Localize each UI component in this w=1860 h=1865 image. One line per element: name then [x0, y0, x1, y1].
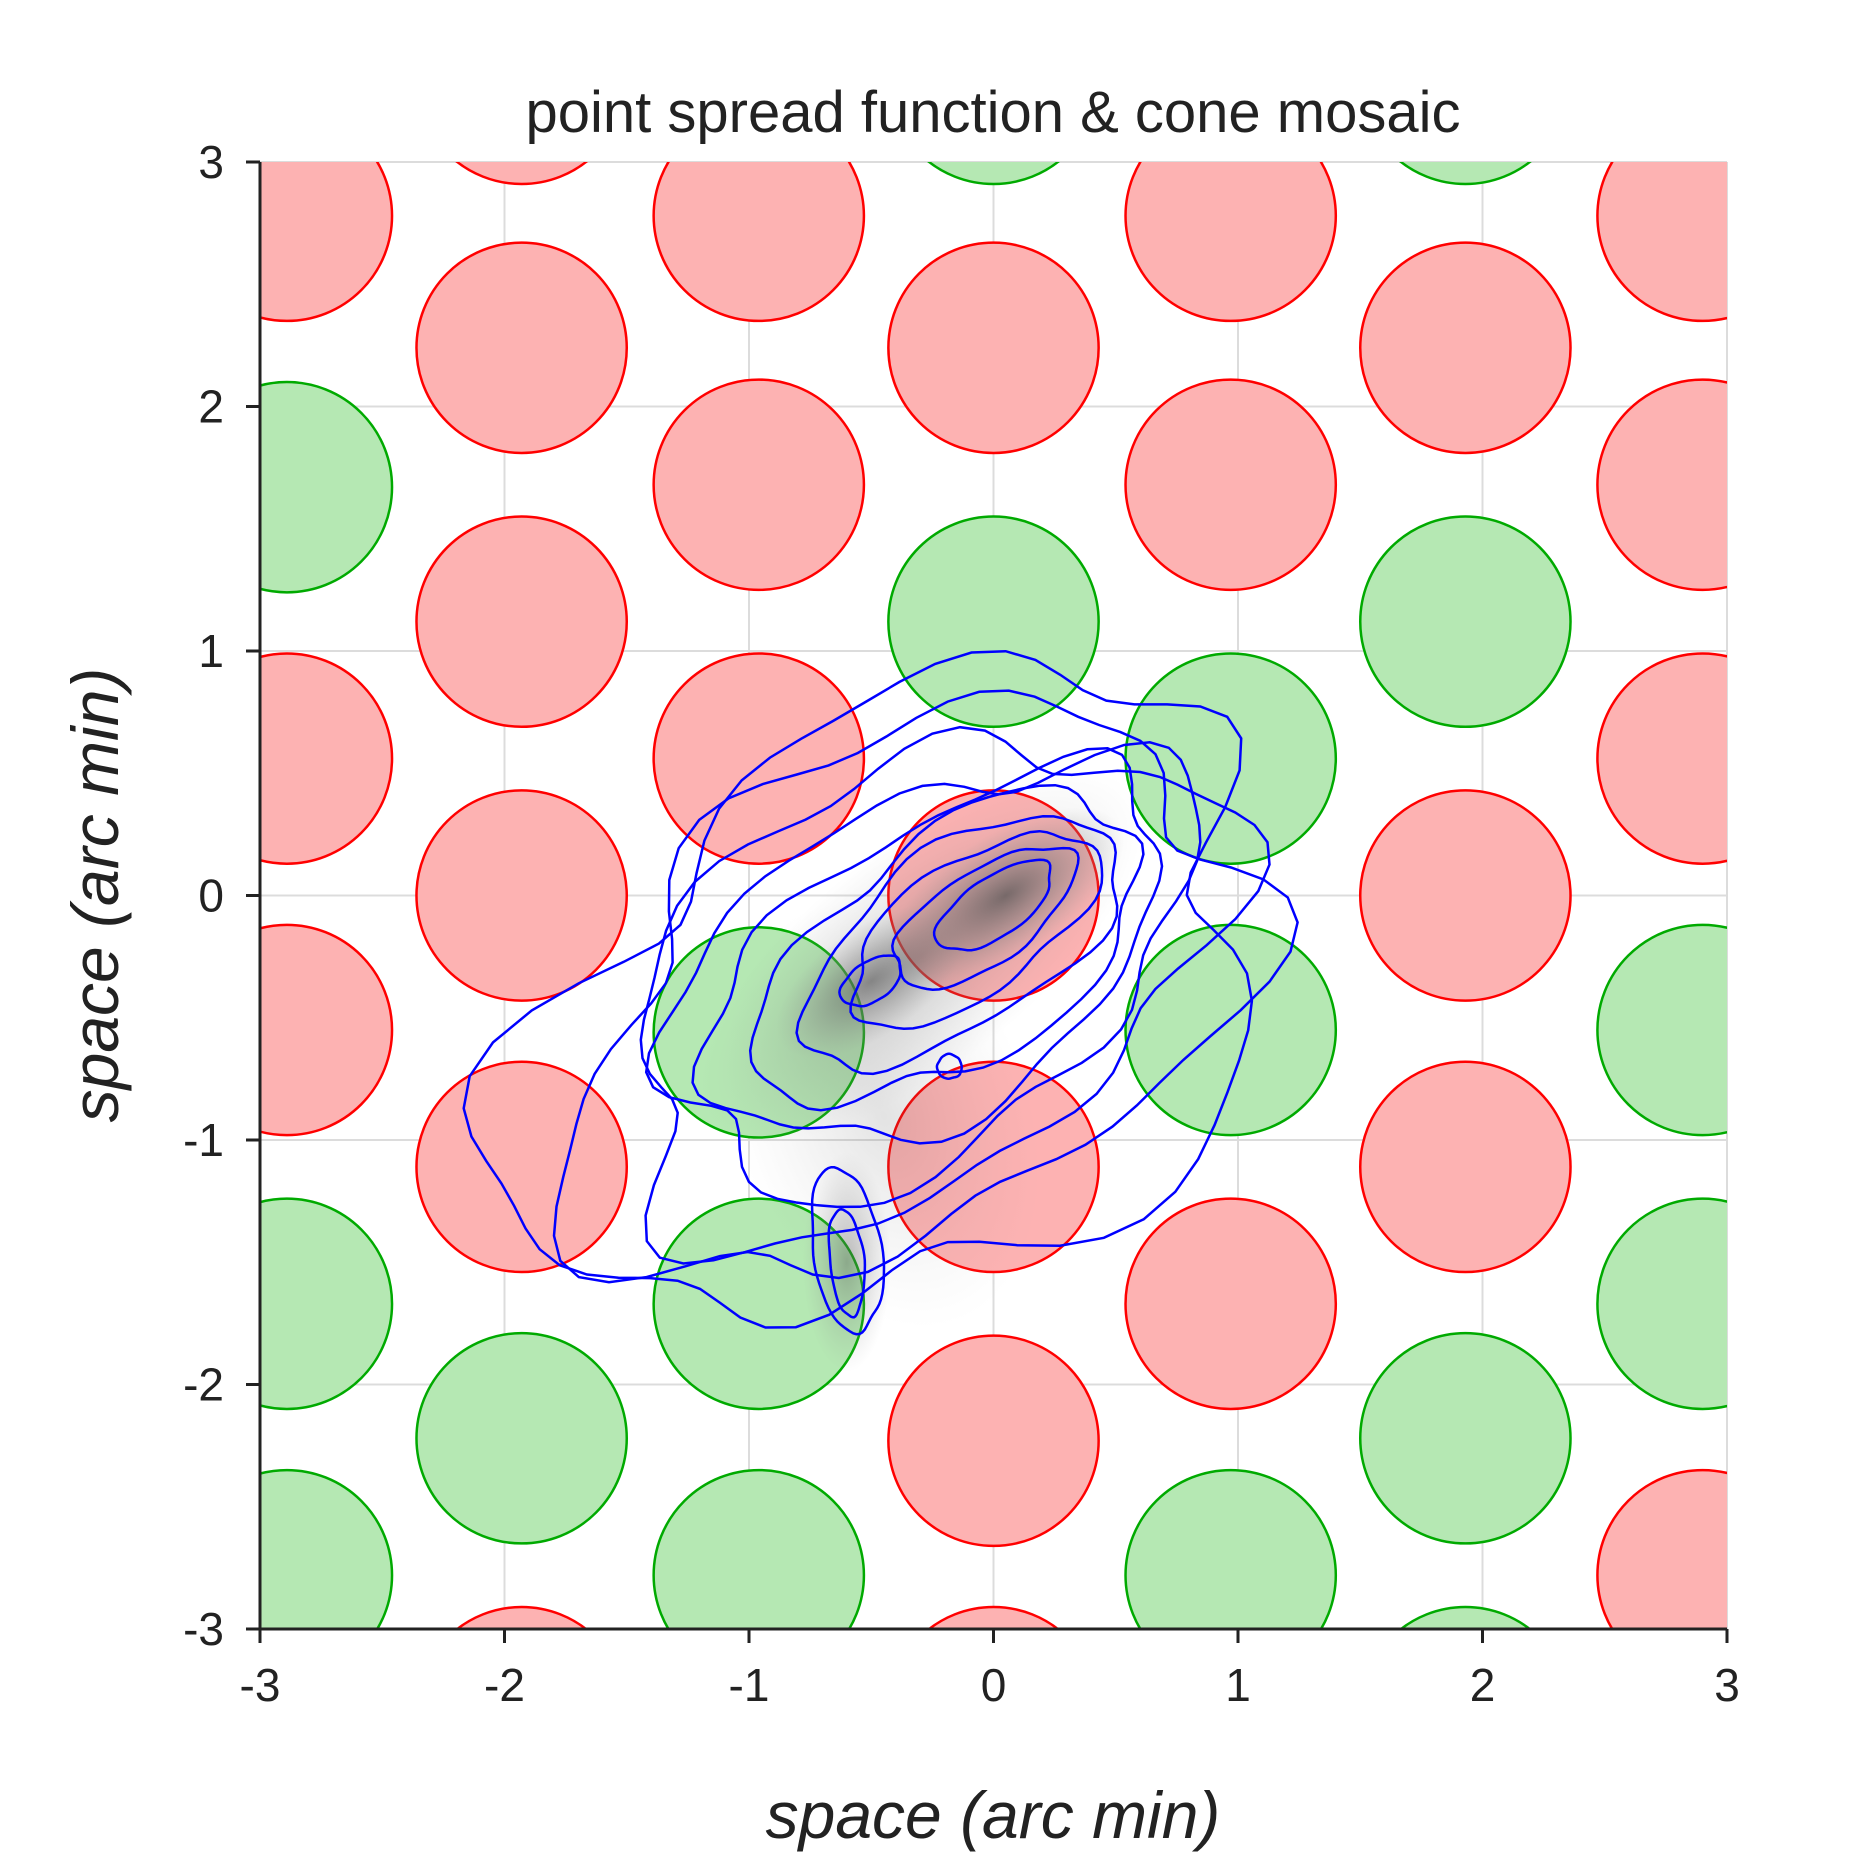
y-axis-title: space (arc min) [58, 668, 132, 1123]
contour-secondary-2 [810, 1165, 886, 1336]
m-cone-27 [1596, 923, 1727, 1137]
m-cone-34 [1596, 1197, 1727, 1411]
m-cone-16 [1359, 515, 1572, 729]
l-cone-41 [1596, 1468, 1727, 1629]
contour-6 [644, 741, 1202, 1209]
m-cone-38 [260, 1468, 394, 1629]
contour-5 [691, 747, 1164, 1145]
x-tick-label-0: -3 [240, 1659, 281, 1711]
contour-secondary-0 [838, 954, 902, 1008]
contour-2 [849, 829, 1104, 1031]
contour-3 [795, 815, 1119, 1076]
x-tick-label-4: 1 [1225, 1659, 1251, 1711]
psf-contours [462, 649, 1299, 1336]
m-cone-44 [1399, 1605, 1532, 1629]
contour-4 [748, 783, 1145, 1112]
contour-8 [552, 689, 1299, 1284]
l-cone-23 [1359, 789, 1572, 1002]
y-tick-label-4: 1 [198, 625, 224, 677]
l-cone-21 [415, 789, 628, 1002]
y-tick-label-5: 2 [198, 381, 224, 433]
contour-secondary-3 [935, 1052, 963, 1080]
l-cone-11 [652, 378, 866, 592]
axes: -3 -2 -1 0 1 2 3 -3 -2 -1 0 1 2 3 [183, 136, 1740, 1711]
l-cone-1 [652, 162, 866, 323]
m-cone-10 [260, 380, 394, 594]
l-cone-9 [1359, 241, 1572, 455]
l-cone-18 [652, 652, 866, 865]
x-tick-label-5: 2 [1470, 1659, 1496, 1711]
l-cone-12 [1124, 378, 1338, 592]
m-cone-35 [415, 1331, 628, 1545]
y-tick-label-1: -2 [183, 1359, 224, 1411]
m-cone-6 [1399, 162, 1532, 186]
l-cone-36 [887, 1334, 1100, 1548]
m-cone-5 [927, 162, 1060, 186]
contour-7 [639, 725, 1271, 1265]
m-cone-26 [1124, 923, 1338, 1137]
y-tick-label-0: -3 [183, 1603, 224, 1655]
x-tick-label-3: 0 [981, 1659, 1007, 1711]
y-tick-label-3: 0 [198, 870, 224, 922]
y-tick-label-2: -1 [183, 1114, 224, 1166]
m-cone-37 [1359, 1331, 1572, 1545]
contour-9 [462, 649, 1254, 1329]
l-cone-13 [1596, 378, 1727, 592]
l-cone-17 [260, 652, 394, 865]
x-tick-label-1: -2 [484, 1659, 525, 1711]
m-cone-40 [1124, 1468, 1338, 1629]
m-cone-15 [887, 515, 1100, 729]
l-cone-14 [415, 515, 628, 729]
l-cone-3 [1596, 162, 1727, 323]
x-axis-title: space (arc min) [766, 1778, 1221, 1852]
l-cone-42 [455, 1605, 588, 1629]
l-cone-20 [1596, 652, 1727, 865]
l-cone-43 [927, 1605, 1060, 1629]
l-cone-24 [260, 923, 394, 1137]
x-tick-label-2: -1 [729, 1659, 770, 1711]
l-cone-33 [1124, 1197, 1338, 1411]
x-tick-label-6: 3 [1714, 1659, 1740, 1711]
chart-title: point spread function & cone mosaic [526, 80, 1461, 145]
l-cone-8 [887, 241, 1100, 455]
contour-0 [932, 858, 1052, 952]
l-cone-28 [415, 1060, 628, 1274]
y-tick-label-6: 3 [198, 136, 224, 188]
contour-secondary-1 [827, 1208, 867, 1319]
l-cone-7 [415, 241, 628, 455]
l-cone-0 [260, 162, 394, 323]
l-cone-30 [1359, 1060, 1572, 1274]
l-cone-4 [455, 162, 588, 186]
l-cone-2 [1124, 162, 1338, 323]
m-cone-31 [260, 1197, 394, 1411]
m-cone-39 [652, 1468, 866, 1629]
